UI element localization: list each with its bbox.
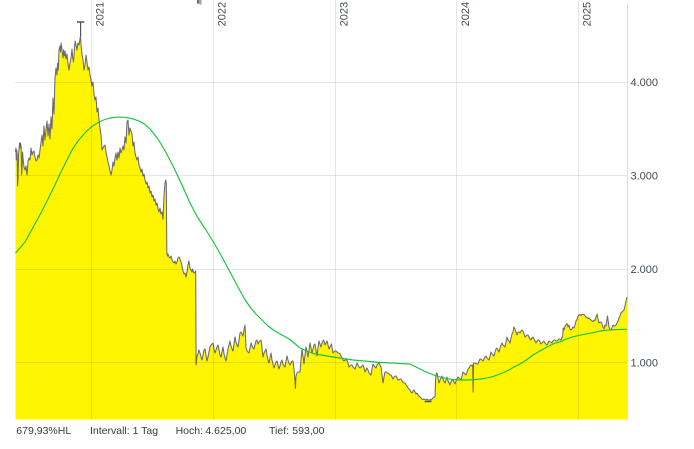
svg-text:3.000: 3.000 (631, 171, 659, 183)
svg-text:593,00: 593,00 (292, 425, 324, 437)
svg-text:1.000: 1.000 (631, 358, 659, 370)
svg-text:4.000: 4.000 (631, 77, 659, 89)
svg-text:4.625,00: 4.625,00 (205, 425, 246, 437)
svg-text:2022: 2022 (217, 2, 229, 26)
svg-text:2.000: 2.000 (631, 264, 659, 276)
svg-text:Intervall: 1 Tag: Intervall: 1 Tag (90, 425, 158, 437)
svg-text:2025: 2025 (582, 2, 594, 26)
svg-text:2023: 2023 (339, 2, 351, 26)
svg-text:Hoch:: Hoch: (176, 425, 203, 437)
svg-text:679,93%HL: 679,93%HL (16, 425, 71, 437)
svg-text:2024: 2024 (460, 2, 472, 26)
svg-text:Tief:: Tief: (269, 425, 289, 437)
svg-text:2021: 2021 (95, 2, 107, 26)
